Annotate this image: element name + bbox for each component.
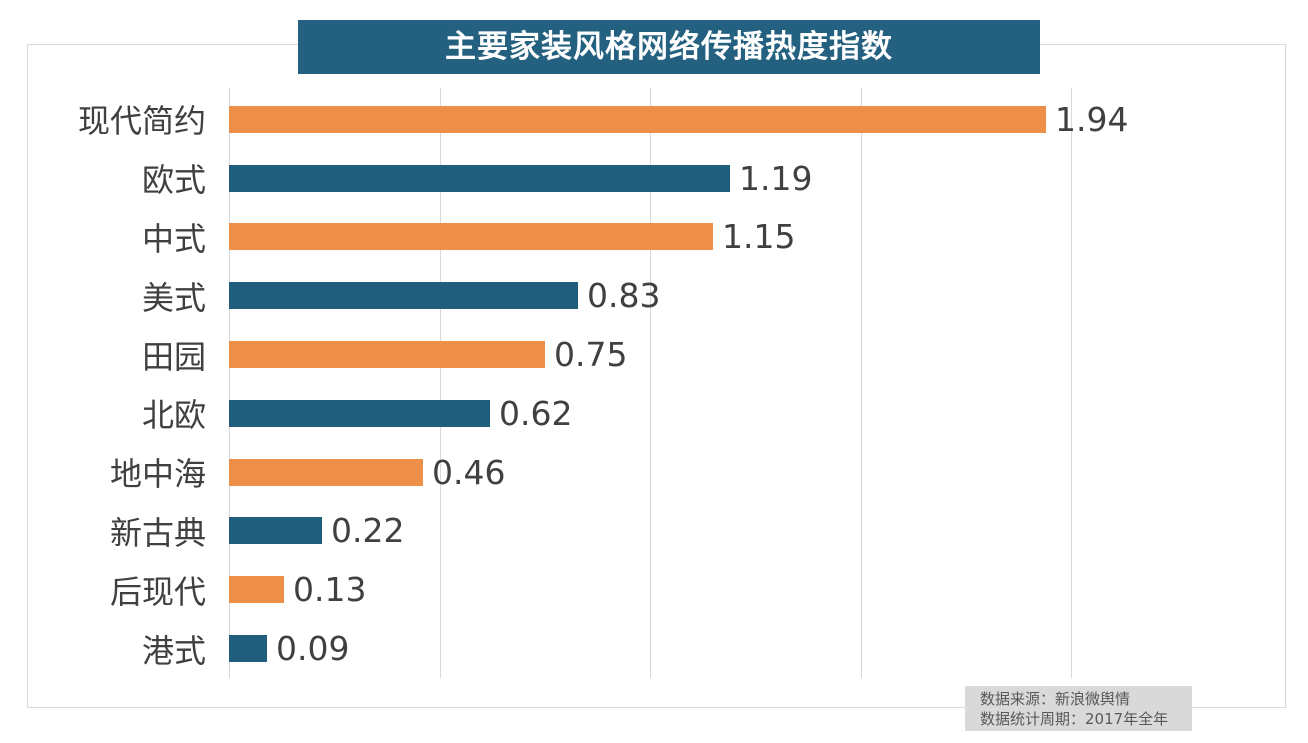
bar-9 xyxy=(229,635,267,663)
bar-2 xyxy=(229,223,713,251)
bar-row-2: 1.15 xyxy=(229,208,1289,267)
gridline-0 xyxy=(229,88,230,678)
value-label-1: 1.19 xyxy=(739,158,813,198)
bar-row-3: 0.83 xyxy=(229,266,1289,325)
value-label-2: 1.15 xyxy=(722,217,796,257)
bar-8 xyxy=(229,576,284,604)
value-label-8: 0.13 xyxy=(293,570,367,610)
value-label-7: 0.22 xyxy=(331,511,405,551)
bar-4 xyxy=(229,341,545,369)
bar-3 xyxy=(229,282,578,310)
category-label-5: 北欧 xyxy=(141,396,206,435)
value-label-4: 0.75 xyxy=(554,335,628,375)
bar-row-4: 0.75 xyxy=(229,325,1289,384)
category-label-6: 地中海 xyxy=(109,455,206,494)
gridline-2 xyxy=(1071,88,1072,678)
category-label-1: 欧式 xyxy=(141,161,206,200)
bar-5 xyxy=(229,399,490,427)
bar-row-8: 0.13 xyxy=(229,560,1289,619)
bar-row-7: 0.22 xyxy=(229,502,1289,561)
category-label-0: 现代简约 xyxy=(77,102,206,141)
bar-7 xyxy=(229,517,322,545)
bar-row-5: 0.62 xyxy=(229,384,1289,443)
source-line-1: 数据来源：新浪微舆情 xyxy=(980,690,1131,708)
source-line-2: 数据统计周期：2017年全年 xyxy=(980,710,1169,728)
chart-title: 主要家装风格网络传播热度指数 xyxy=(298,20,1040,74)
value-label-9: 0.09 xyxy=(276,629,350,669)
value-label-0: 1.94 xyxy=(1055,99,1129,139)
bar-plot-area: 1.94 1.19 1.15 0.83 0.75 0.62 0.46 0.22 0.13 0.09 xyxy=(229,90,1289,678)
category-label-9: 港式 xyxy=(141,631,206,670)
category-axis: 现代简约欧式中式美式田园北欧地中海新古典后现代港式 xyxy=(0,90,206,678)
category-label-8: 后现代 xyxy=(109,572,206,611)
source-box: 数据来源：新浪微舆情 数据统计周期：2017年全年 xyxy=(965,686,1192,731)
bar-row-6: 0.46 xyxy=(229,443,1289,502)
bar-row-0: 1.94 xyxy=(229,90,1289,149)
category-label-4: 田园 xyxy=(141,337,206,376)
gridlines xyxy=(229,88,1281,678)
gridline-1.5 xyxy=(861,88,862,678)
value-label-5: 0.62 xyxy=(499,393,573,433)
value-label-6: 0.46 xyxy=(432,452,506,492)
bar-6 xyxy=(229,458,423,486)
gridline-0.5 xyxy=(440,88,441,678)
bar-0 xyxy=(229,105,1046,133)
bar-row-1: 1.19 xyxy=(229,149,1289,208)
value-label-3: 0.83 xyxy=(587,276,661,316)
bar-1 xyxy=(229,164,730,192)
category-label-2: 中式 xyxy=(141,219,206,258)
gridline-1 xyxy=(650,88,651,678)
category-label-7: 新古典 xyxy=(109,513,206,552)
category-label-3: 美式 xyxy=(141,278,206,317)
bar-row-9: 0.09 xyxy=(229,619,1289,678)
